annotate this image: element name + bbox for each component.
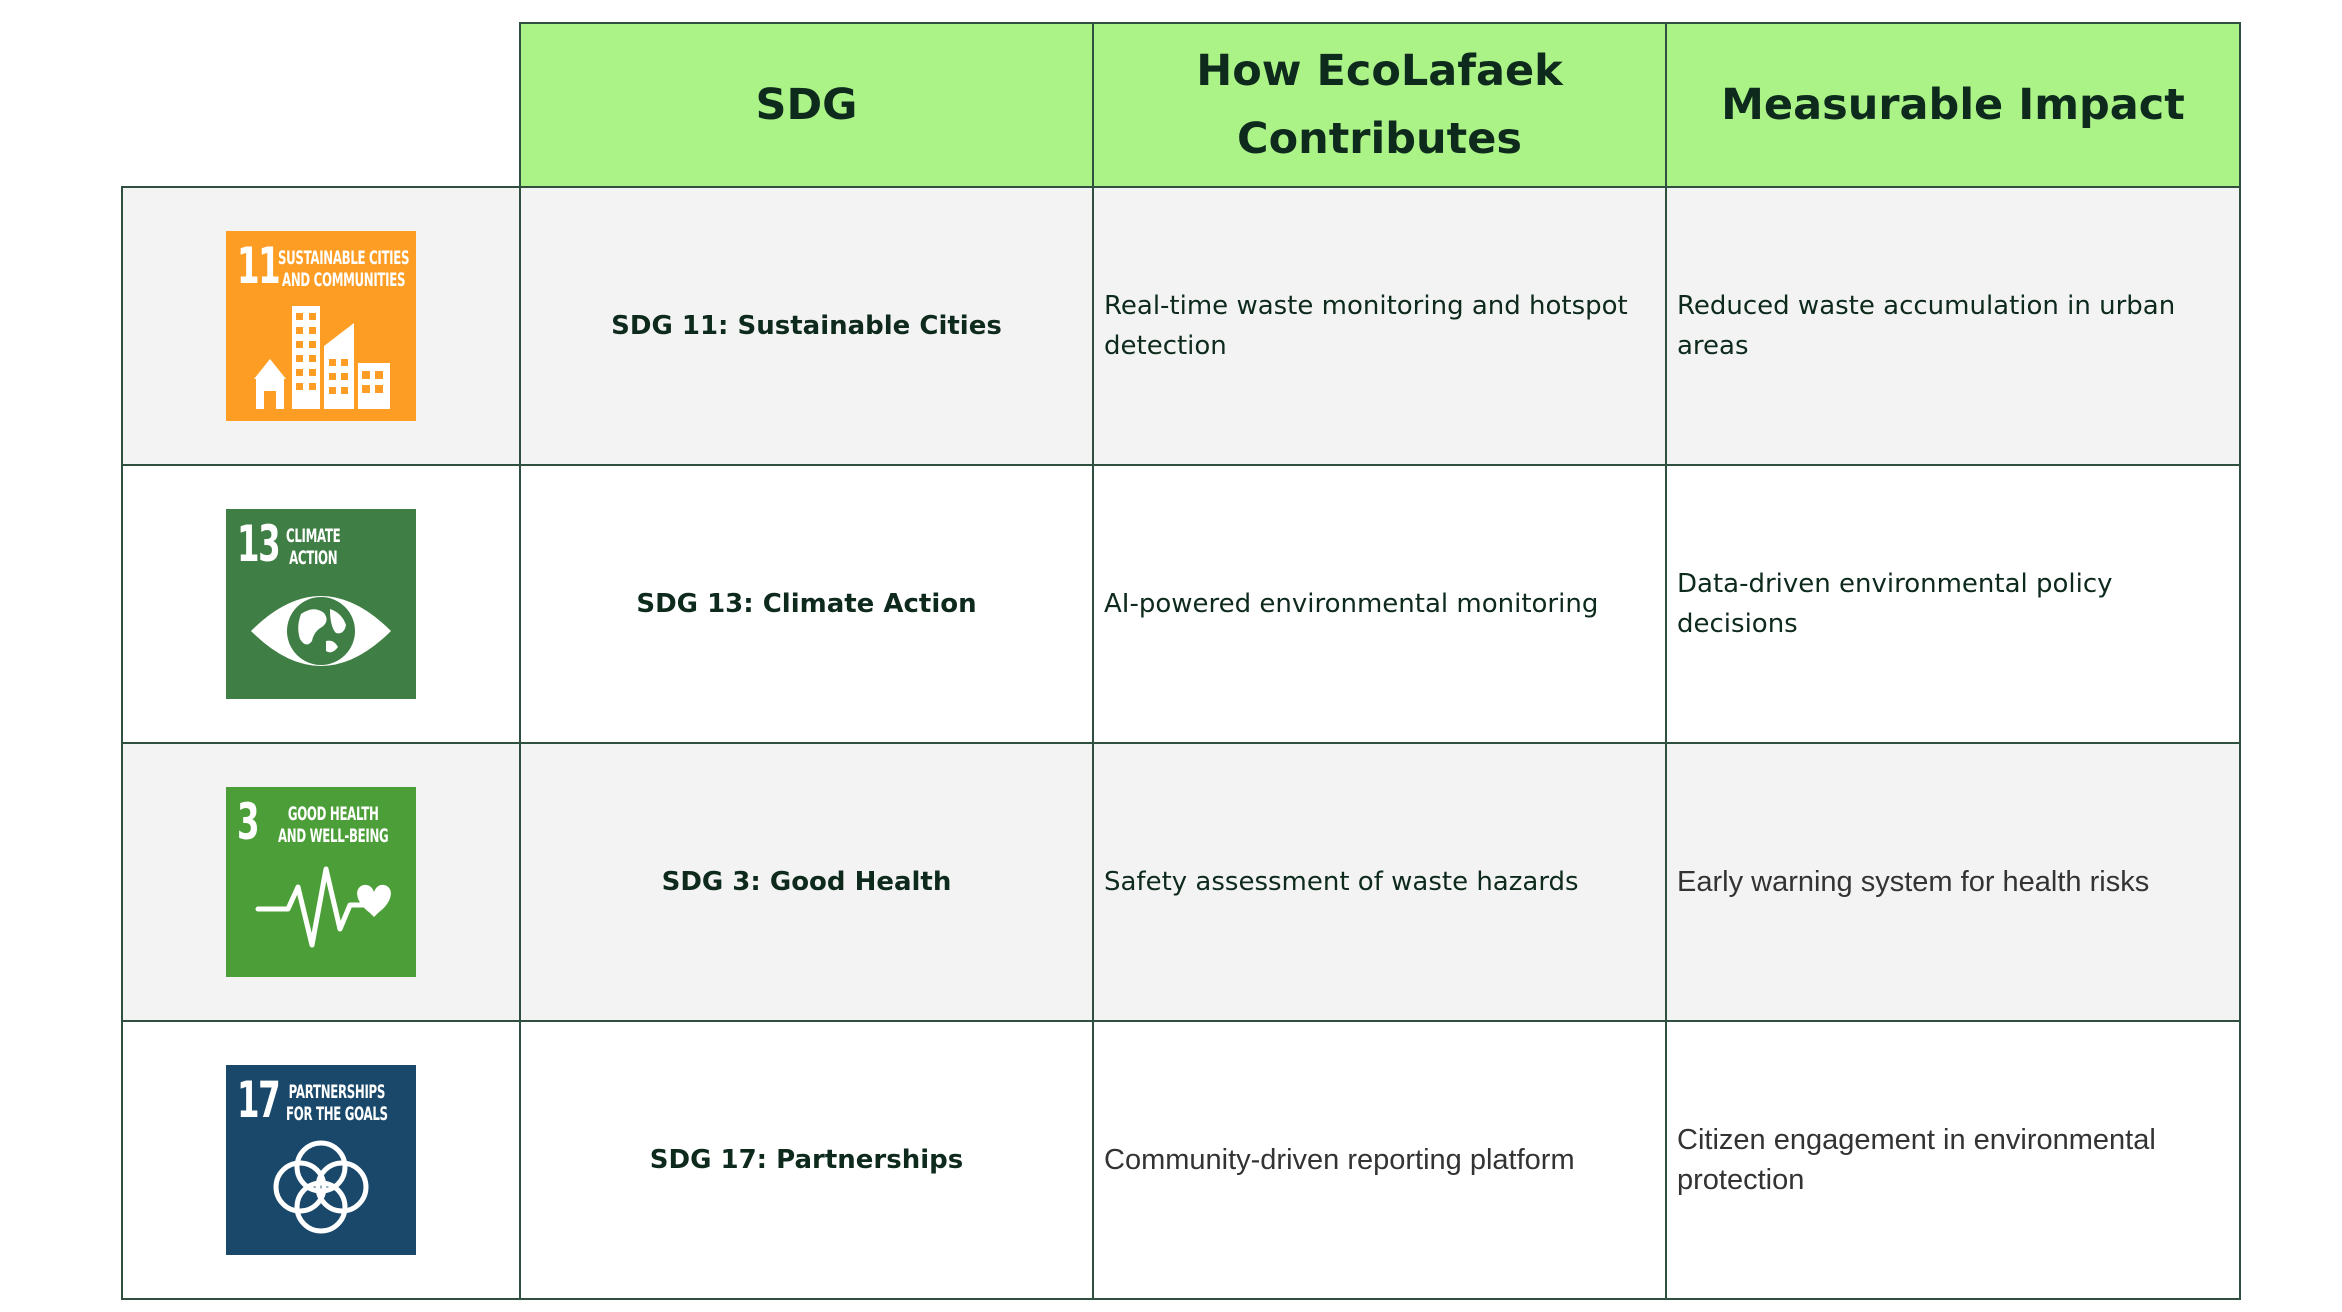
header-impact: Measurable Impact bbox=[1665, 22, 2241, 188]
icon-cell: 17 PARTNERSHIPS FOR THE GOALS bbox=[121, 1020, 521, 1300]
sdg-17-rings-icon: 17 PARTNERSHIPS FOR THE GOALS bbox=[226, 1065, 416, 1255]
sdg-name: SDG 11: Sustainable Cities bbox=[519, 186, 1094, 466]
table-row: 13 CLIMATE ACTION SDG 13: Climate Action… bbox=[121, 464, 2241, 744]
sdg-icon-number: 11 bbox=[237, 237, 281, 295]
table-row: 3 GOOD HEALTH AND WELL-BEING SDG 3: Good… bbox=[121, 742, 2241, 1022]
contribution-text: Community-driven reporting platform bbox=[1092, 1020, 1667, 1300]
impact-text: Data-driven environmental policy decisio… bbox=[1665, 464, 2241, 744]
sdg-icon-number: 17 bbox=[237, 1071, 281, 1129]
sdg-icon-title: SUSTAINABLE CITIES AND COMMUNITIES bbox=[278, 247, 410, 291]
sdg-table: SDG How EcoLafaek Contributes Measurable… bbox=[121, 22, 2241, 1300]
sdg-icon-title: PARTNERSHIPS FOR THE GOALS bbox=[286, 1081, 388, 1125]
header-sdg: SDG bbox=[519, 22, 1094, 188]
contribution-text: Real-time waste monitoring and hotspot d… bbox=[1092, 186, 1667, 466]
sdg-13-eye-globe-icon: 13 CLIMATE ACTION bbox=[226, 509, 416, 699]
header-contribution: How EcoLafaek Contributes bbox=[1092, 22, 1667, 188]
sdg-icon-number: 3 bbox=[237, 793, 260, 851]
impact-text: Citizen engagement in environmental prot… bbox=[1665, 1020, 2241, 1300]
sdg-icon-number: 13 bbox=[237, 515, 281, 573]
impact-text: Early warning system for health risks bbox=[1665, 742, 2241, 1022]
header-row: SDG How EcoLafaek Contributes Measurable… bbox=[122, 22, 2241, 188]
sdg-name: SDG 3: Good Health bbox=[519, 742, 1094, 1022]
sdg-11-city-buildings-icon: 11 SUSTAINABLE CITIES AND COMMUNITIES bbox=[226, 231, 416, 421]
icon-cell: 13 CLIMATE ACTION bbox=[121, 464, 521, 744]
sdg-icon-title: GOOD HEALTH AND WELL-BEING bbox=[278, 803, 389, 847]
sdg-icon-title: CLIMATE ACTION bbox=[286, 525, 341, 569]
icon-cell: 11 SUSTAINABLE CITIES AND COMMUNITIES bbox=[121, 186, 521, 466]
sdg-name: SDG 13: Climate Action bbox=[519, 464, 1094, 744]
table-row: 17 PARTNERSHIPS FOR THE GOALS SDG 17: Pa… bbox=[121, 1020, 2241, 1300]
contribution-text: AI-powered environmental monitoring bbox=[1092, 464, 1667, 744]
impact-text: Reduced waste accumulation in urban area… bbox=[1665, 186, 2241, 466]
table-row: 11 SUSTAINABLE CITIES AND COMMUNITIES bbox=[121, 186, 2241, 466]
sdg-3-heartbeat-icon: 3 GOOD HEALTH AND WELL-BEING bbox=[226, 787, 416, 977]
contribution-text: Safety assessment of waste hazards bbox=[1092, 742, 1667, 1022]
sdg-name: SDG 17: Partnerships bbox=[519, 1020, 1094, 1300]
empty-corner-cell bbox=[122, 23, 520, 188]
icon-cell: 3 GOOD HEALTH AND WELL-BEING bbox=[121, 742, 521, 1022]
